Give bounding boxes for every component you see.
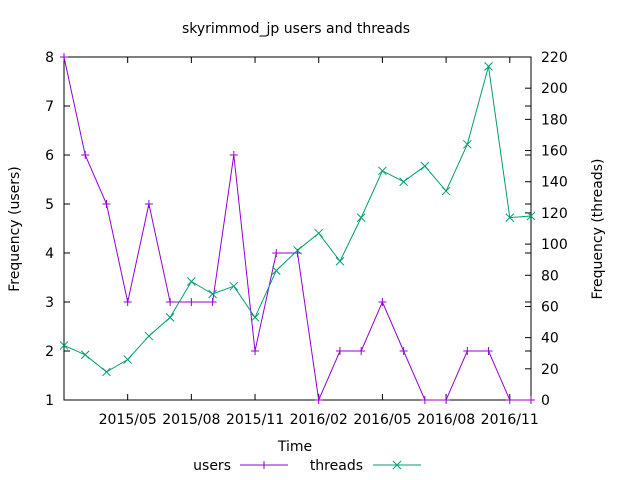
- x-axis-label: Time: [277, 439, 312, 455]
- y2-tick-label: 20: [541, 362, 559, 378]
- series-line-threads: [63, 66, 532, 373]
- point-users: [251, 347, 260, 355]
- y2-tick-label: 180: [541, 112, 568, 128]
- point-threads: [314, 228, 324, 238]
- point-users: [81, 151, 90, 159]
- x-tick-label: 2015/11: [226, 412, 284, 428]
- point-threads: [441, 186, 451, 196]
- y2-tick-label: 220: [541, 50, 568, 66]
- point-users: [123, 298, 132, 306]
- y-tick-label: 1: [45, 393, 54, 409]
- point-threads: [187, 277, 196, 286]
- y2-tick-label: 40: [541, 331, 559, 347]
- point-users: [187, 298, 196, 306]
- y-tick-label: 2: [45, 344, 54, 360]
- y2-tick-label: 200: [541, 81, 568, 97]
- point-threads: [505, 213, 515, 222]
- y2-tick-label: 140: [541, 175, 568, 191]
- y2-axis-label: Frequency (threads): [590, 159, 606, 300]
- x-tick-label: 2016/08: [417, 412, 475, 428]
- point-threads: [462, 139, 472, 149]
- left-y-axis: 1 2 3 4 5 6 7 8: [45, 50, 531, 409]
- y2-tick-label: 60: [541, 299, 559, 315]
- y2-tick-label: 160: [541, 144, 568, 160]
- point-users: [420, 396, 429, 404]
- y-tick-label: 4: [45, 246, 54, 262]
- y2-tick-label: 120: [541, 206, 568, 222]
- plot-frame: [63, 56, 532, 401]
- series-layer: [59, 53, 536, 404]
- y2-tick-label: 0: [541, 393, 550, 409]
- point-users: [484, 347, 493, 355]
- point-threads: [165, 313, 175, 322]
- point-threads: [293, 245, 302, 255]
- y-axis-label: Frequency (users): [7, 166, 23, 292]
- point-users: [463, 347, 472, 355]
- right-y-axis: 0 20 40 60 80 100 120 140 160 180 200 220: [525, 50, 568, 409]
- point-threads: [229, 281, 239, 291]
- point-users: [357, 347, 366, 355]
- legend-label-users: users: [193, 458, 231, 474]
- point-threads: [378, 166, 387, 176]
- point-users: [229, 151, 238, 159]
- point-users: [314, 396, 323, 404]
- point-threads: [399, 177, 408, 187]
- point-threads: [356, 213, 366, 222]
- legend-marker-threads: [392, 460, 402, 470]
- point-threads: [144, 331, 154, 341]
- y-tick-label: 7: [45, 99, 54, 115]
- x-axis: 2015/05 2015/08 2015/11 2016/02 2016/05 2016/…: [99, 57, 539, 428]
- point-users: [335, 347, 344, 355]
- legend-point-users: [260, 461, 268, 469]
- point-users: [272, 249, 281, 257]
- point-threads: [80, 350, 90, 360]
- legend: users threads: [193, 458, 421, 474]
- legend-point-threads: [392, 460, 402, 470]
- point-users: [102, 200, 111, 208]
- point-users: [166, 298, 175, 306]
- point-users: [144, 200, 153, 208]
- series-line-users: [63, 56, 531, 402]
- legend-marker-users: [260, 461, 268, 469]
- point-users: [60, 53, 68, 61]
- x-tick-label: 2016/05: [353, 412, 411, 428]
- point-threads: [484, 62, 493, 71]
- point-threads: [420, 161, 430, 171]
- point-threads: [335, 256, 345, 266]
- x-tick-label: 2015/08: [162, 412, 220, 428]
- point-threads: [208, 289, 217, 299]
- legend-label-threads: threads: [310, 458, 363, 474]
- point-threads: [250, 313, 260, 322]
- x-tick-label: 2015/05: [99, 412, 157, 428]
- point-threads: [526, 211, 536, 221]
- y-tick-label: 6: [45, 148, 54, 164]
- y-tick-label: 8: [45, 50, 54, 66]
- x-tick-label: 2016/02: [290, 412, 348, 428]
- point-threads: [271, 266, 281, 275]
- point-users: [442, 396, 451, 404]
- y-tick-label: 5: [45, 197, 54, 213]
- y2-tick-label: 80: [541, 268, 559, 284]
- x-tick-label: 2016/11: [481, 412, 539, 428]
- point-users: [208, 298, 217, 306]
- point-users: [505, 396, 514, 404]
- point-users: [399, 347, 408, 355]
- point-threads: [59, 341, 69, 350]
- y2-tick-label: 100: [541, 237, 568, 253]
- chart-title: skyrimmod_jp users and threads: [182, 21, 410, 37]
- point-users: [527, 396, 535, 404]
- point-threads: [102, 367, 111, 377]
- point-threads: [123, 355, 133, 364]
- y-tick-label: 3: [45, 295, 54, 311]
- point-users: [378, 298, 387, 306]
